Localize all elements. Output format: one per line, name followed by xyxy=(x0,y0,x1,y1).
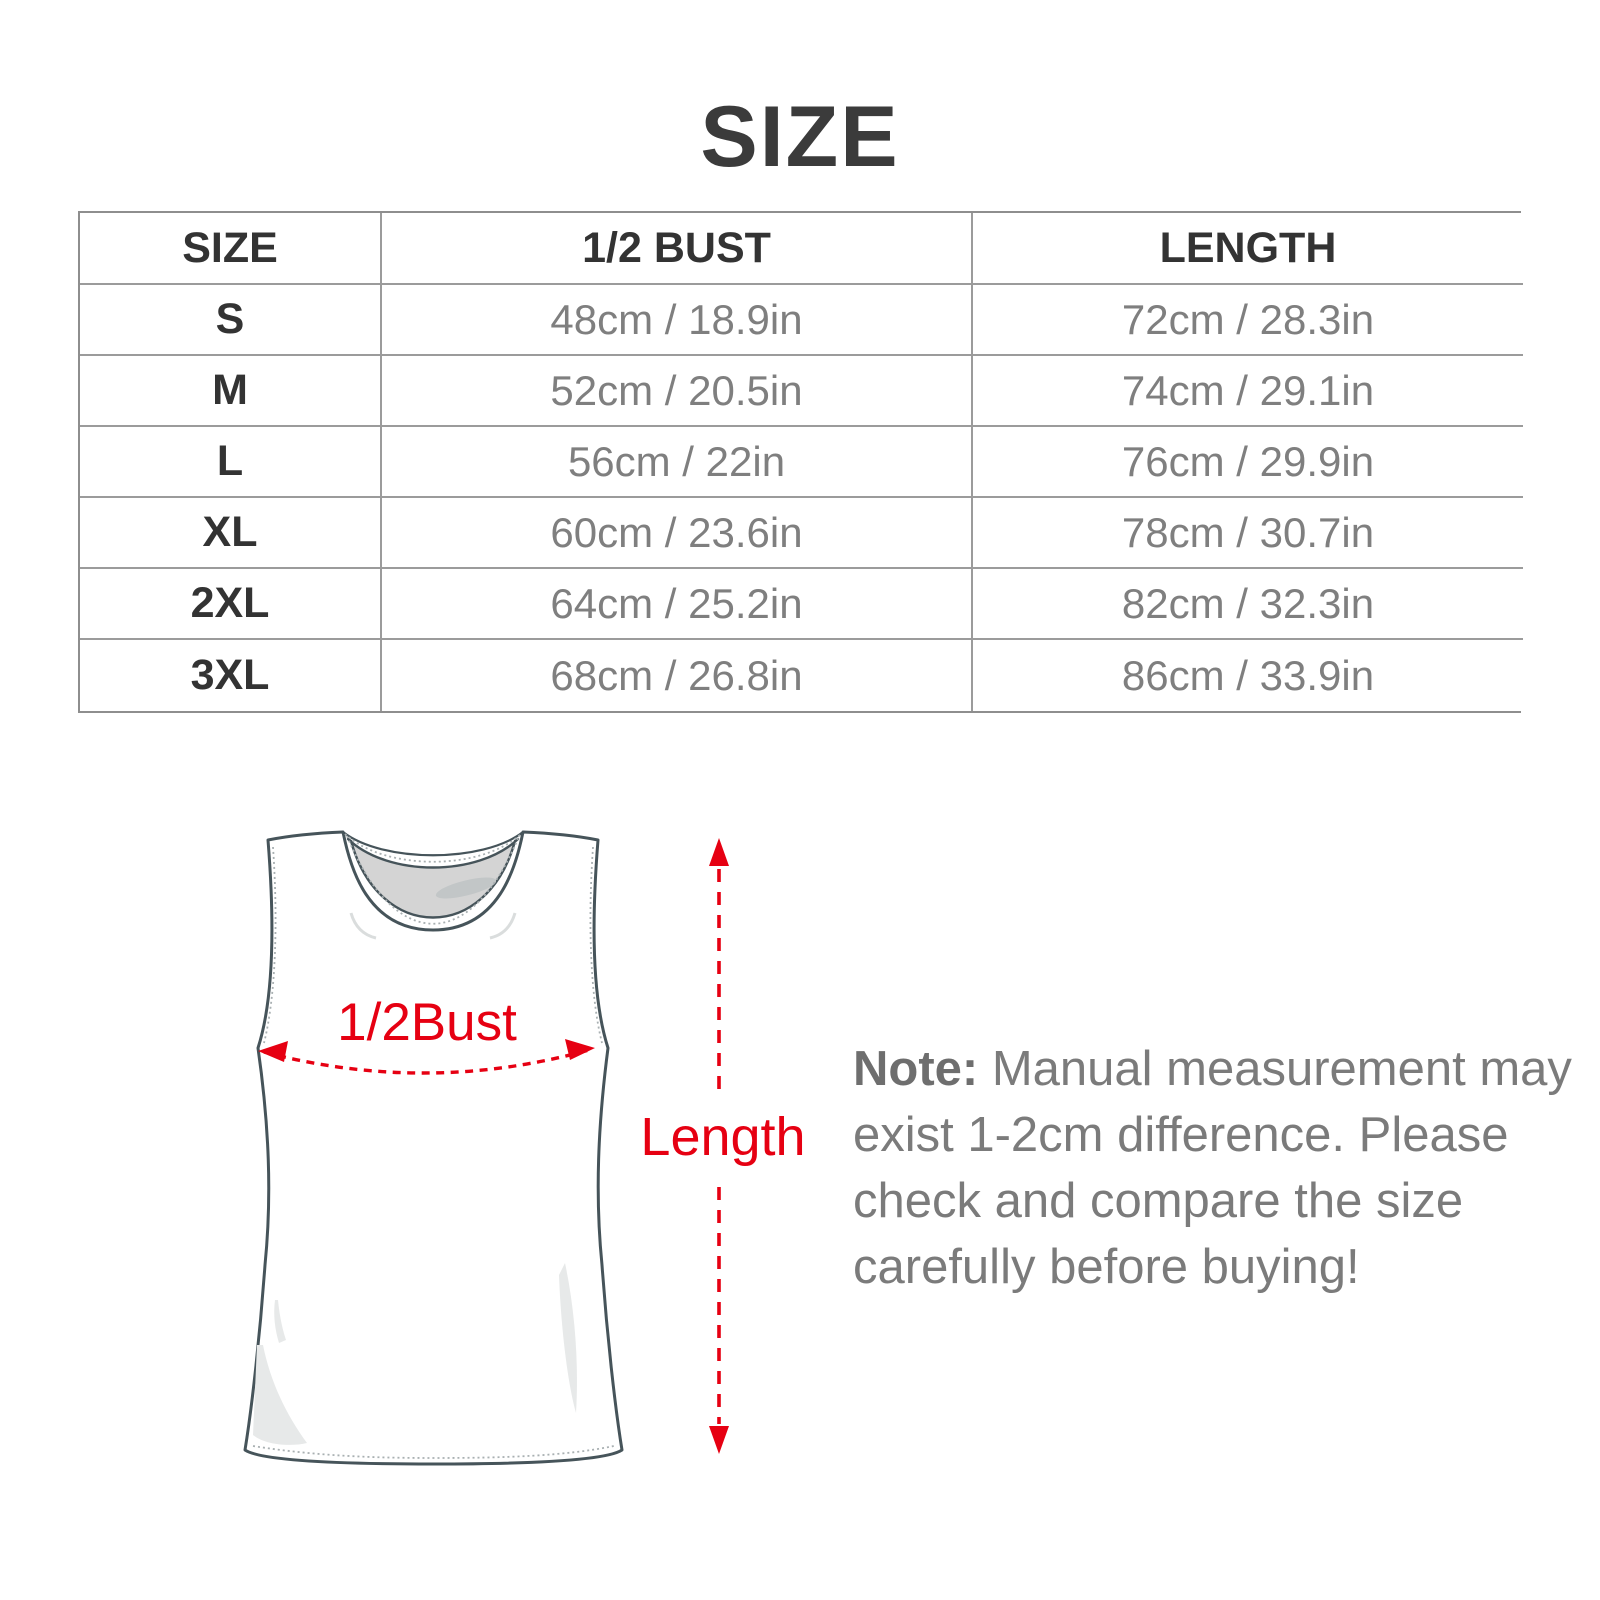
note-line-3: check and compare the size xyxy=(853,1174,1464,1228)
back-panel-highlight xyxy=(435,877,497,899)
tank-top-illustration: 1/2Bust Length xyxy=(243,830,806,1466)
table-cell-bust: 52cm / 20.5in xyxy=(382,356,973,427)
length-arrowhead-bottom xyxy=(709,1426,729,1454)
table-cell-size: M xyxy=(80,356,382,427)
page-title: SIZE xyxy=(700,89,900,185)
table-cell-length: 86cm / 33.9in xyxy=(973,640,1523,711)
note-text: Note: Manual measurement may exist 1-2cm… xyxy=(853,1036,1572,1300)
shade-bottom-left xyxy=(253,1345,307,1445)
table-header-length: LENGTH xyxy=(973,213,1523,285)
armhole-stitching-left xyxy=(263,846,277,1044)
shade-bottom-left-sliver xyxy=(274,1300,286,1343)
table-cell-length: 76cm / 29.9in xyxy=(973,427,1523,498)
table-cell-length: 72cm / 28.3in xyxy=(973,285,1523,356)
note-line-1-text: Manual measurement may xyxy=(991,1042,1572,1096)
note-line-4: carefully before buying! xyxy=(853,1240,1360,1294)
table-cell-size: 2XL xyxy=(80,569,382,640)
size-table: SIZE 1/2 BUST LENGTH S 48cm / 18.9in 72c… xyxy=(78,211,1523,713)
hem-stitching xyxy=(252,1445,615,1459)
armhole-stitching-right xyxy=(589,846,603,1044)
table-header-bust: 1/2 BUST xyxy=(382,213,973,285)
table-cell-bust: 64cm / 25.2in xyxy=(382,569,973,640)
table-cell-length: 78cm / 30.7in xyxy=(973,498,1523,569)
bust-arrow xyxy=(263,1048,590,1075)
shade-bottom-right xyxy=(559,1263,577,1413)
back-collar-stitching xyxy=(344,833,522,863)
collar-shadow-left xyxy=(349,912,377,940)
note-line-1: Note: Manual measurement may xyxy=(853,1036,1572,1102)
collar-shadow-right xyxy=(489,912,517,940)
tank-outline xyxy=(243,830,624,1466)
table-cell-size: 3XL xyxy=(80,640,382,711)
bust-label: 1/2Bust xyxy=(337,993,517,1052)
length-label: Length xyxy=(640,1107,805,1167)
bust-arrowhead-right xyxy=(565,1039,595,1060)
table-cell-length: 74cm / 29.1in xyxy=(973,356,1523,427)
table-cell-bust: 68cm / 26.8in xyxy=(382,640,973,711)
table-cell-bust: 56cm / 22in xyxy=(382,427,973,498)
note-label: Note: xyxy=(853,1042,979,1096)
back-collar-edge xyxy=(342,831,524,857)
table-header-size: SIZE xyxy=(80,213,382,285)
note-line-2: exist 1-2cm difference. Please xyxy=(853,1108,1509,1162)
table-cell-length: 82cm / 32.3in xyxy=(973,569,1523,640)
table-cell-bust: 60cm / 23.6in xyxy=(382,498,973,569)
bust-arrowhead-left xyxy=(258,1041,288,1062)
table-cell-size: S xyxy=(80,285,382,356)
neck-back-panel xyxy=(346,837,520,919)
table-cell-size: L xyxy=(80,427,382,498)
table-cell-size: XL xyxy=(80,498,382,569)
table-cell-bust: 48cm / 18.9in xyxy=(382,285,973,356)
length-arrowhead-top xyxy=(709,838,729,866)
